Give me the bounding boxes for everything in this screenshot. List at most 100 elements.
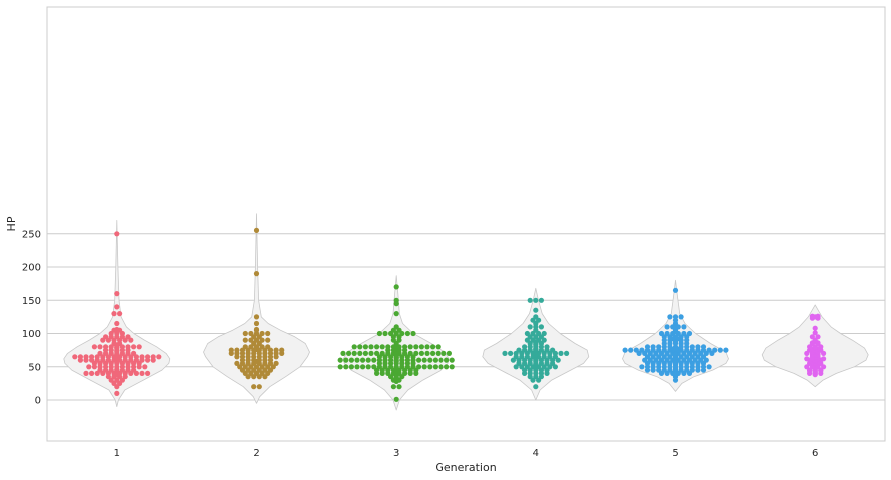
data-point: [265, 344, 271, 350]
data-point: [253, 314, 260, 320]
y-tick-label: 200: [22, 263, 41, 274]
data-point: [371, 357, 377, 363]
data-point: [365, 364, 371, 370]
x-tick-label: 5: [672, 448, 678, 459]
data-point: [672, 314, 679, 320]
data-point: [541, 330, 547, 337]
data-point: [533, 307, 539, 313]
data-point: [550, 347, 556, 353]
data-point: [114, 304, 120, 310]
data-point: [421, 364, 427, 370]
data-point: [357, 350, 363, 356]
data-point: [251, 384, 257, 390]
x-tick-label: 4: [533, 448, 539, 459]
data-point: [393, 396, 399, 402]
data-point: [444, 364, 450, 370]
data-point: [633, 347, 639, 353]
data-point: [385, 344, 391, 350]
data-point: [723, 347, 729, 353]
data-point: [717, 347, 723, 353]
data-point: [639, 364, 645, 370]
data-point: [89, 370, 95, 376]
data-point: [404, 330, 410, 337]
y-axis-label: HP: [5, 216, 18, 231]
data-point: [564, 350, 570, 356]
data-point: [136, 344, 142, 350]
data-point: [402, 344, 408, 350]
data-point: [430, 350, 436, 356]
data-point: [812, 330, 818, 336]
data-point: [139, 354, 145, 360]
data-point: [410, 330, 416, 337]
data-point: [667, 314, 673, 320]
x-tick-label: 1: [114, 448, 120, 459]
data-point: [117, 311, 123, 317]
data-point: [424, 344, 430, 350]
data-point: [234, 360, 240, 366]
data-point: [533, 384, 539, 390]
data-point: [628, 347, 634, 353]
data-point: [678, 314, 684, 320]
data-point: [644, 344, 651, 350]
data-point: [368, 344, 374, 350]
data-point: [150, 354, 156, 360]
data-point: [156, 354, 162, 360]
data-point: [360, 364, 366, 370]
data-point: [89, 354, 95, 360]
data-point: [86, 364, 92, 370]
data-point: [371, 364, 377, 370]
data-point: [111, 311, 117, 317]
data-point: [804, 356, 810, 362]
data-point: [522, 344, 528, 350]
x-tick-label: 3: [393, 448, 399, 459]
data-point: [362, 350, 368, 356]
data-point: [273, 347, 279, 353]
data-point: [374, 344, 380, 350]
data-point: [809, 334, 816, 340]
y-tick-label: 100: [22, 329, 41, 340]
data-point: [393, 324, 399, 330]
data-point: [396, 384, 402, 390]
data-point: [83, 370, 89, 376]
data-point: [273, 360, 279, 366]
data-point: [444, 357, 450, 363]
data-point: [83, 354, 89, 360]
data-point: [544, 344, 550, 350]
data-point: [351, 350, 357, 356]
data-point: [821, 356, 827, 362]
data-point: [712, 347, 718, 353]
data-point: [393, 297, 399, 303]
data-point: [706, 364, 712, 370]
data-point: [424, 350, 430, 356]
data-point: [351, 344, 357, 350]
data-point: [265, 337, 271, 343]
violin-2: [203, 213, 310, 404]
data-point: [337, 357, 343, 363]
data-point: [815, 313, 821, 319]
data-point: [253, 320, 260, 327]
data-point: [91, 344, 97, 350]
data-point: [114, 326, 120, 333]
data-point: [125, 334, 131, 340]
y-tick-label: 250: [22, 229, 41, 240]
data-point: [103, 334, 109, 340]
y-tick-label: 50: [28, 362, 41, 373]
data-point: [393, 311, 399, 317]
data-point: [114, 320, 120, 327]
data-point: [438, 357, 444, 363]
data-point: [449, 364, 455, 370]
data-point: [639, 347, 645, 353]
data-point: [256, 384, 262, 390]
data-point: [664, 330, 670, 337]
y-tick-label: 0: [35, 396, 41, 407]
data-point: [234, 347, 240, 353]
data-point: [265, 330, 271, 337]
y-axis-ticks: 0 50 100 150 200 250: [22, 229, 41, 406]
data-point: [279, 347, 285, 353]
data-point: [72, 354, 78, 360]
x-axis-ticks: 1 2 3 4 5 6: [114, 448, 819, 459]
data-point: [438, 364, 444, 370]
data-point: [508, 350, 514, 356]
data-point: [441, 350, 447, 356]
